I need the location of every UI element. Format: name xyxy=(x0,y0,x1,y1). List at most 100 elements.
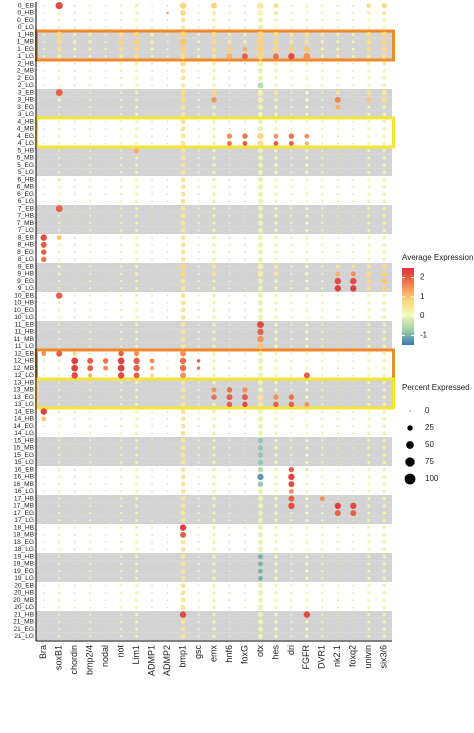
dot xyxy=(367,228,371,232)
dot xyxy=(212,127,216,131)
dot xyxy=(257,539,264,545)
dot xyxy=(290,84,293,87)
dot xyxy=(180,510,186,516)
dot xyxy=(257,372,264,379)
dot xyxy=(73,178,76,181)
dot xyxy=(336,475,339,478)
x-tick-label: ADMP2 xyxy=(162,645,172,676)
dot xyxy=(274,627,278,631)
dot xyxy=(42,396,45,398)
dot xyxy=(367,627,371,631)
dot xyxy=(334,277,342,285)
dot xyxy=(166,389,169,391)
dot xyxy=(197,134,200,138)
dot xyxy=(290,163,293,167)
y-tick-label: 13_LG xyxy=(14,401,34,408)
dot xyxy=(228,410,231,413)
dot xyxy=(352,526,355,529)
dot xyxy=(151,316,154,319)
dot xyxy=(290,4,293,7)
y-tick-label: 1_LG xyxy=(18,53,34,60)
dot xyxy=(166,454,169,456)
dot xyxy=(42,461,45,464)
dot xyxy=(89,185,92,188)
dot xyxy=(352,316,355,319)
dot xyxy=(321,243,324,247)
dot xyxy=(197,562,200,566)
dot xyxy=(212,424,216,428)
dot xyxy=(104,425,107,427)
dot xyxy=(243,33,247,37)
dot xyxy=(367,344,371,348)
dot xyxy=(244,258,246,261)
dot xyxy=(382,562,386,566)
dot xyxy=(42,178,45,181)
dot xyxy=(58,403,61,406)
dot xyxy=(244,497,246,500)
dot xyxy=(367,511,371,515)
dot xyxy=(102,358,109,364)
dot xyxy=(73,316,76,319)
dot xyxy=(212,286,216,291)
dot xyxy=(274,148,278,153)
dot xyxy=(119,490,123,493)
dot xyxy=(73,19,76,22)
dot xyxy=(180,350,187,357)
dot xyxy=(58,598,61,602)
dot xyxy=(180,590,186,596)
dot xyxy=(119,482,123,486)
dot xyxy=(119,606,123,609)
dot xyxy=(42,592,45,594)
dot xyxy=(40,241,47,248)
dot xyxy=(58,69,61,73)
dot xyxy=(212,533,216,537)
dot xyxy=(290,330,293,334)
dot xyxy=(352,127,355,130)
dot xyxy=(151,127,154,130)
dot xyxy=(336,156,339,159)
dot xyxy=(212,438,216,443)
dot xyxy=(290,294,293,297)
dot xyxy=(335,104,341,110)
dot xyxy=(104,526,107,529)
dot xyxy=(274,482,278,486)
dot xyxy=(104,323,107,326)
dot xyxy=(197,308,200,312)
dot xyxy=(211,2,217,9)
dot xyxy=(290,606,293,609)
colorbar-label: 2 xyxy=(420,273,425,282)
dot xyxy=(228,164,231,167)
dot xyxy=(42,200,45,203)
dot xyxy=(257,140,264,147)
dot xyxy=(382,228,386,233)
dot xyxy=(290,453,293,457)
dot xyxy=(382,453,386,457)
dot xyxy=(180,445,186,451)
dot xyxy=(72,351,77,356)
dot xyxy=(58,439,61,442)
dot xyxy=(256,38,265,46)
dot xyxy=(336,352,339,355)
dot xyxy=(73,106,76,109)
dot xyxy=(166,323,169,326)
dot xyxy=(244,171,246,174)
dot xyxy=(321,178,324,181)
dot xyxy=(336,62,339,65)
dot xyxy=(228,367,231,370)
dot xyxy=(73,69,76,72)
dot xyxy=(58,185,61,189)
dot xyxy=(257,205,264,212)
dot xyxy=(352,229,355,232)
dot xyxy=(42,135,45,137)
dot xyxy=(104,389,107,391)
dot xyxy=(212,344,216,349)
dot xyxy=(180,546,186,552)
dot xyxy=(119,555,123,558)
dot xyxy=(71,372,78,379)
dot xyxy=(89,164,92,167)
dot xyxy=(103,365,109,371)
dot xyxy=(166,258,169,261)
dot xyxy=(257,546,264,553)
dot xyxy=(151,352,154,355)
dot xyxy=(290,236,293,239)
